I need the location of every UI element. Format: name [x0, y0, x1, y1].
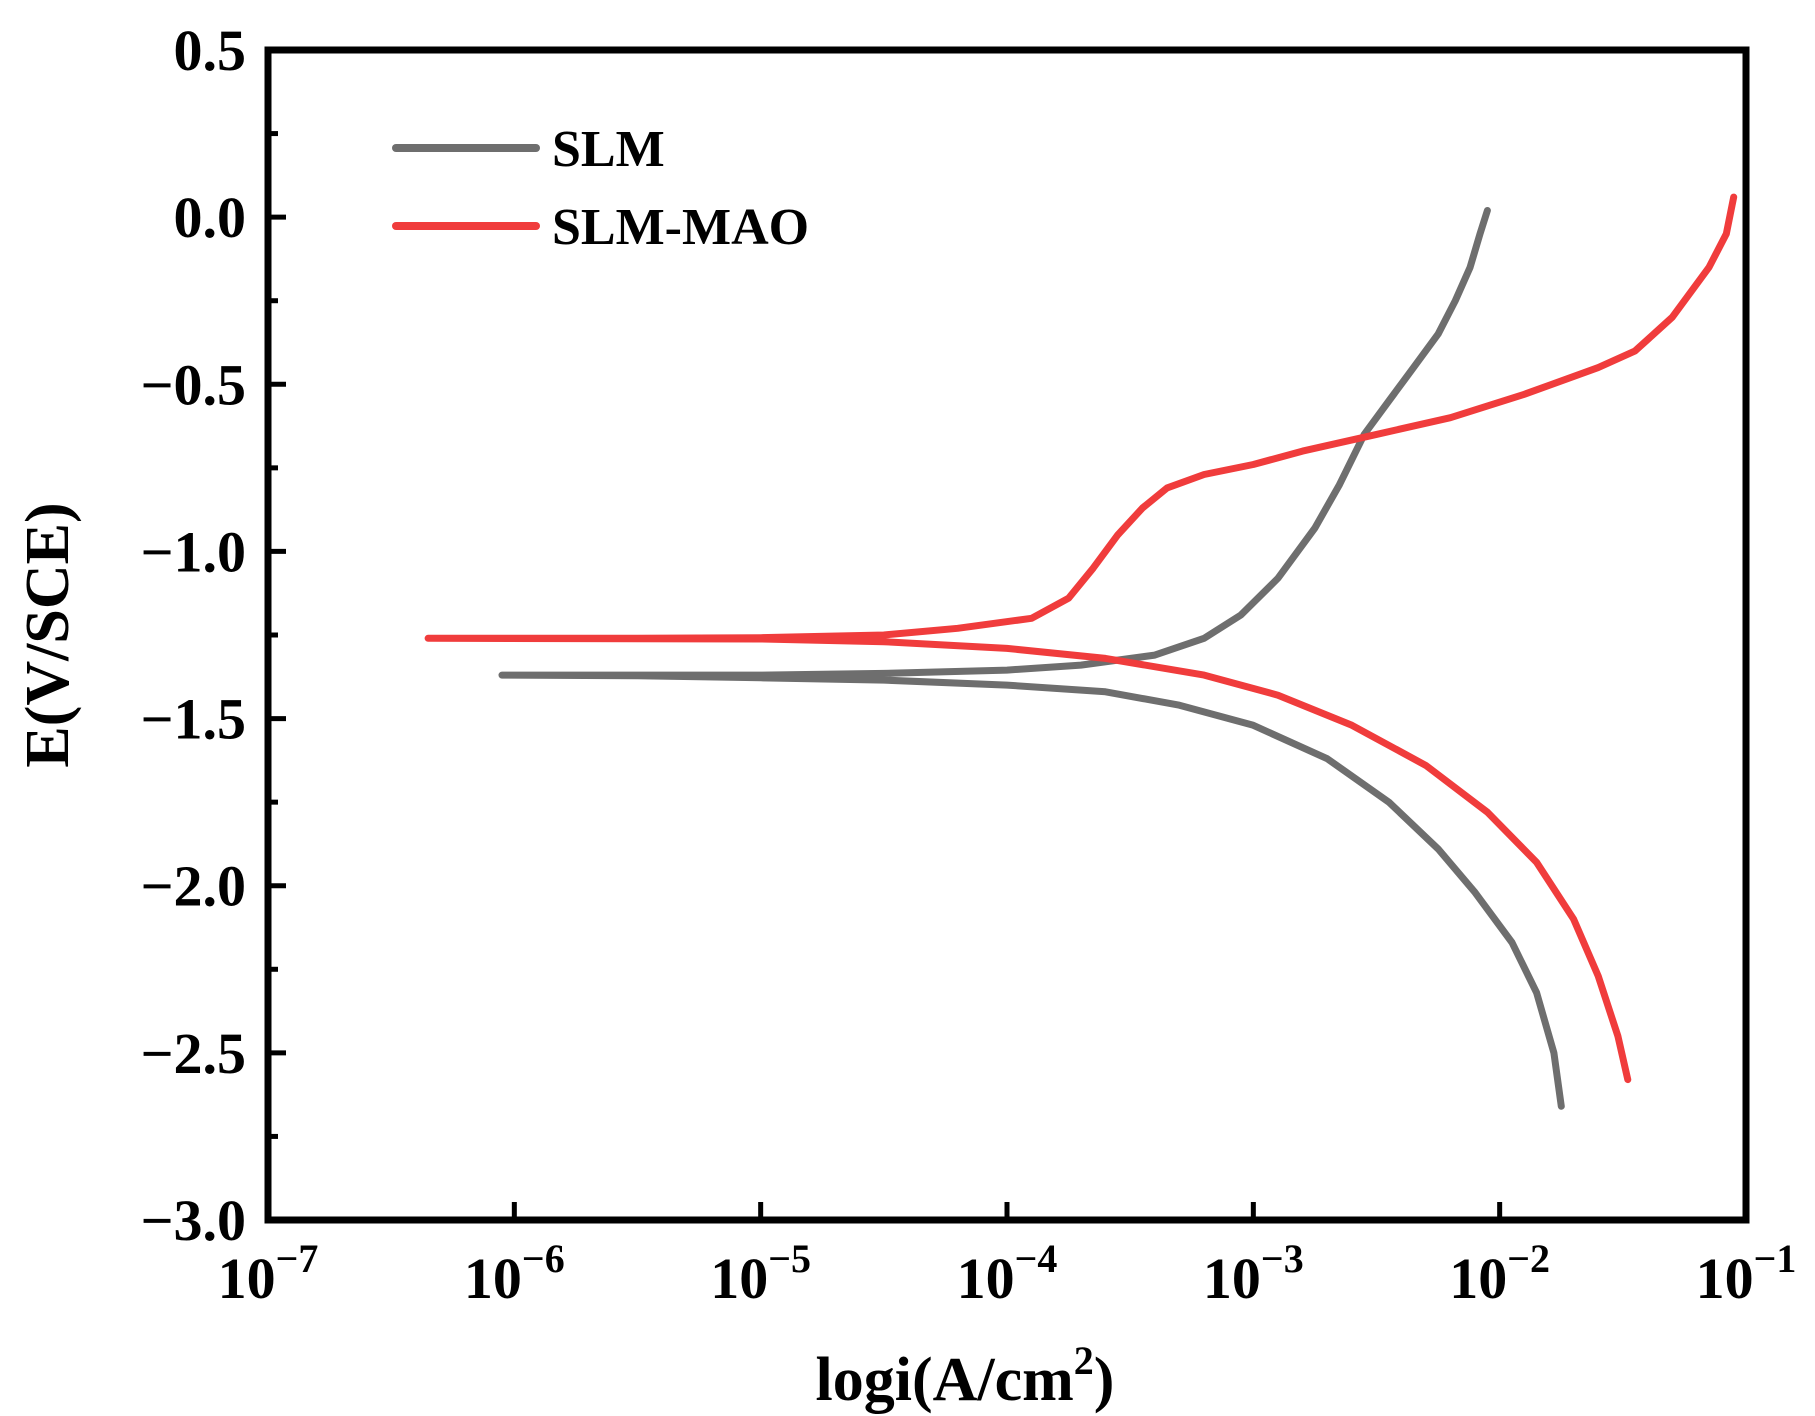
x-tick-label: 10−3 [1203, 1236, 1304, 1311]
y-axis-title: E(V/SCE) [14, 502, 82, 767]
plot-area-frame [264, 46, 1750, 1224]
y-tick-label: −1.0 [140, 519, 246, 584]
y-tick-label: 0.0 [174, 185, 247, 250]
series-line-slm-mao [424, 193, 1738, 1084]
legend: SLM SLM-MAO [392, 121, 809, 256]
series-layer [424, 193, 1738, 1110]
y-tick-label: −1.5 [140, 687, 246, 752]
x-tick-label: 10−5 [710, 1236, 811, 1311]
x-tick-label: 10−1 [1696, 1236, 1797, 1311]
legend-label-slm-mao: SLM-MAO [552, 199, 809, 256]
tick-labels: 0.5 0.0 −0.5 −1.0 −1.5 −2.0 −2.5 −3.010−7 10−6 10… [140, 18, 1796, 1311]
y-tick-label: −2.5 [140, 1021, 246, 1086]
y-tick-label: 0.5 [174, 18, 247, 83]
series-line-slm [498, 207, 1565, 1110]
y-tick-label: −3.0 [140, 1188, 246, 1253]
x-tick-label: 10−2 [1449, 1236, 1550, 1311]
x-tick-label: 10−4 [957, 1236, 1058, 1311]
legend-label-slm: SLM [552, 121, 665, 178]
x-tick-label: 10−6 [464, 1236, 565, 1311]
y-tick-label: −0.5 [140, 352, 246, 417]
y-tick-label: −2.0 [140, 854, 246, 919]
x-axis-title: logi(A/cm2) [816, 1338, 1115, 1414]
x-tick-label: 10−7 [218, 1236, 319, 1311]
